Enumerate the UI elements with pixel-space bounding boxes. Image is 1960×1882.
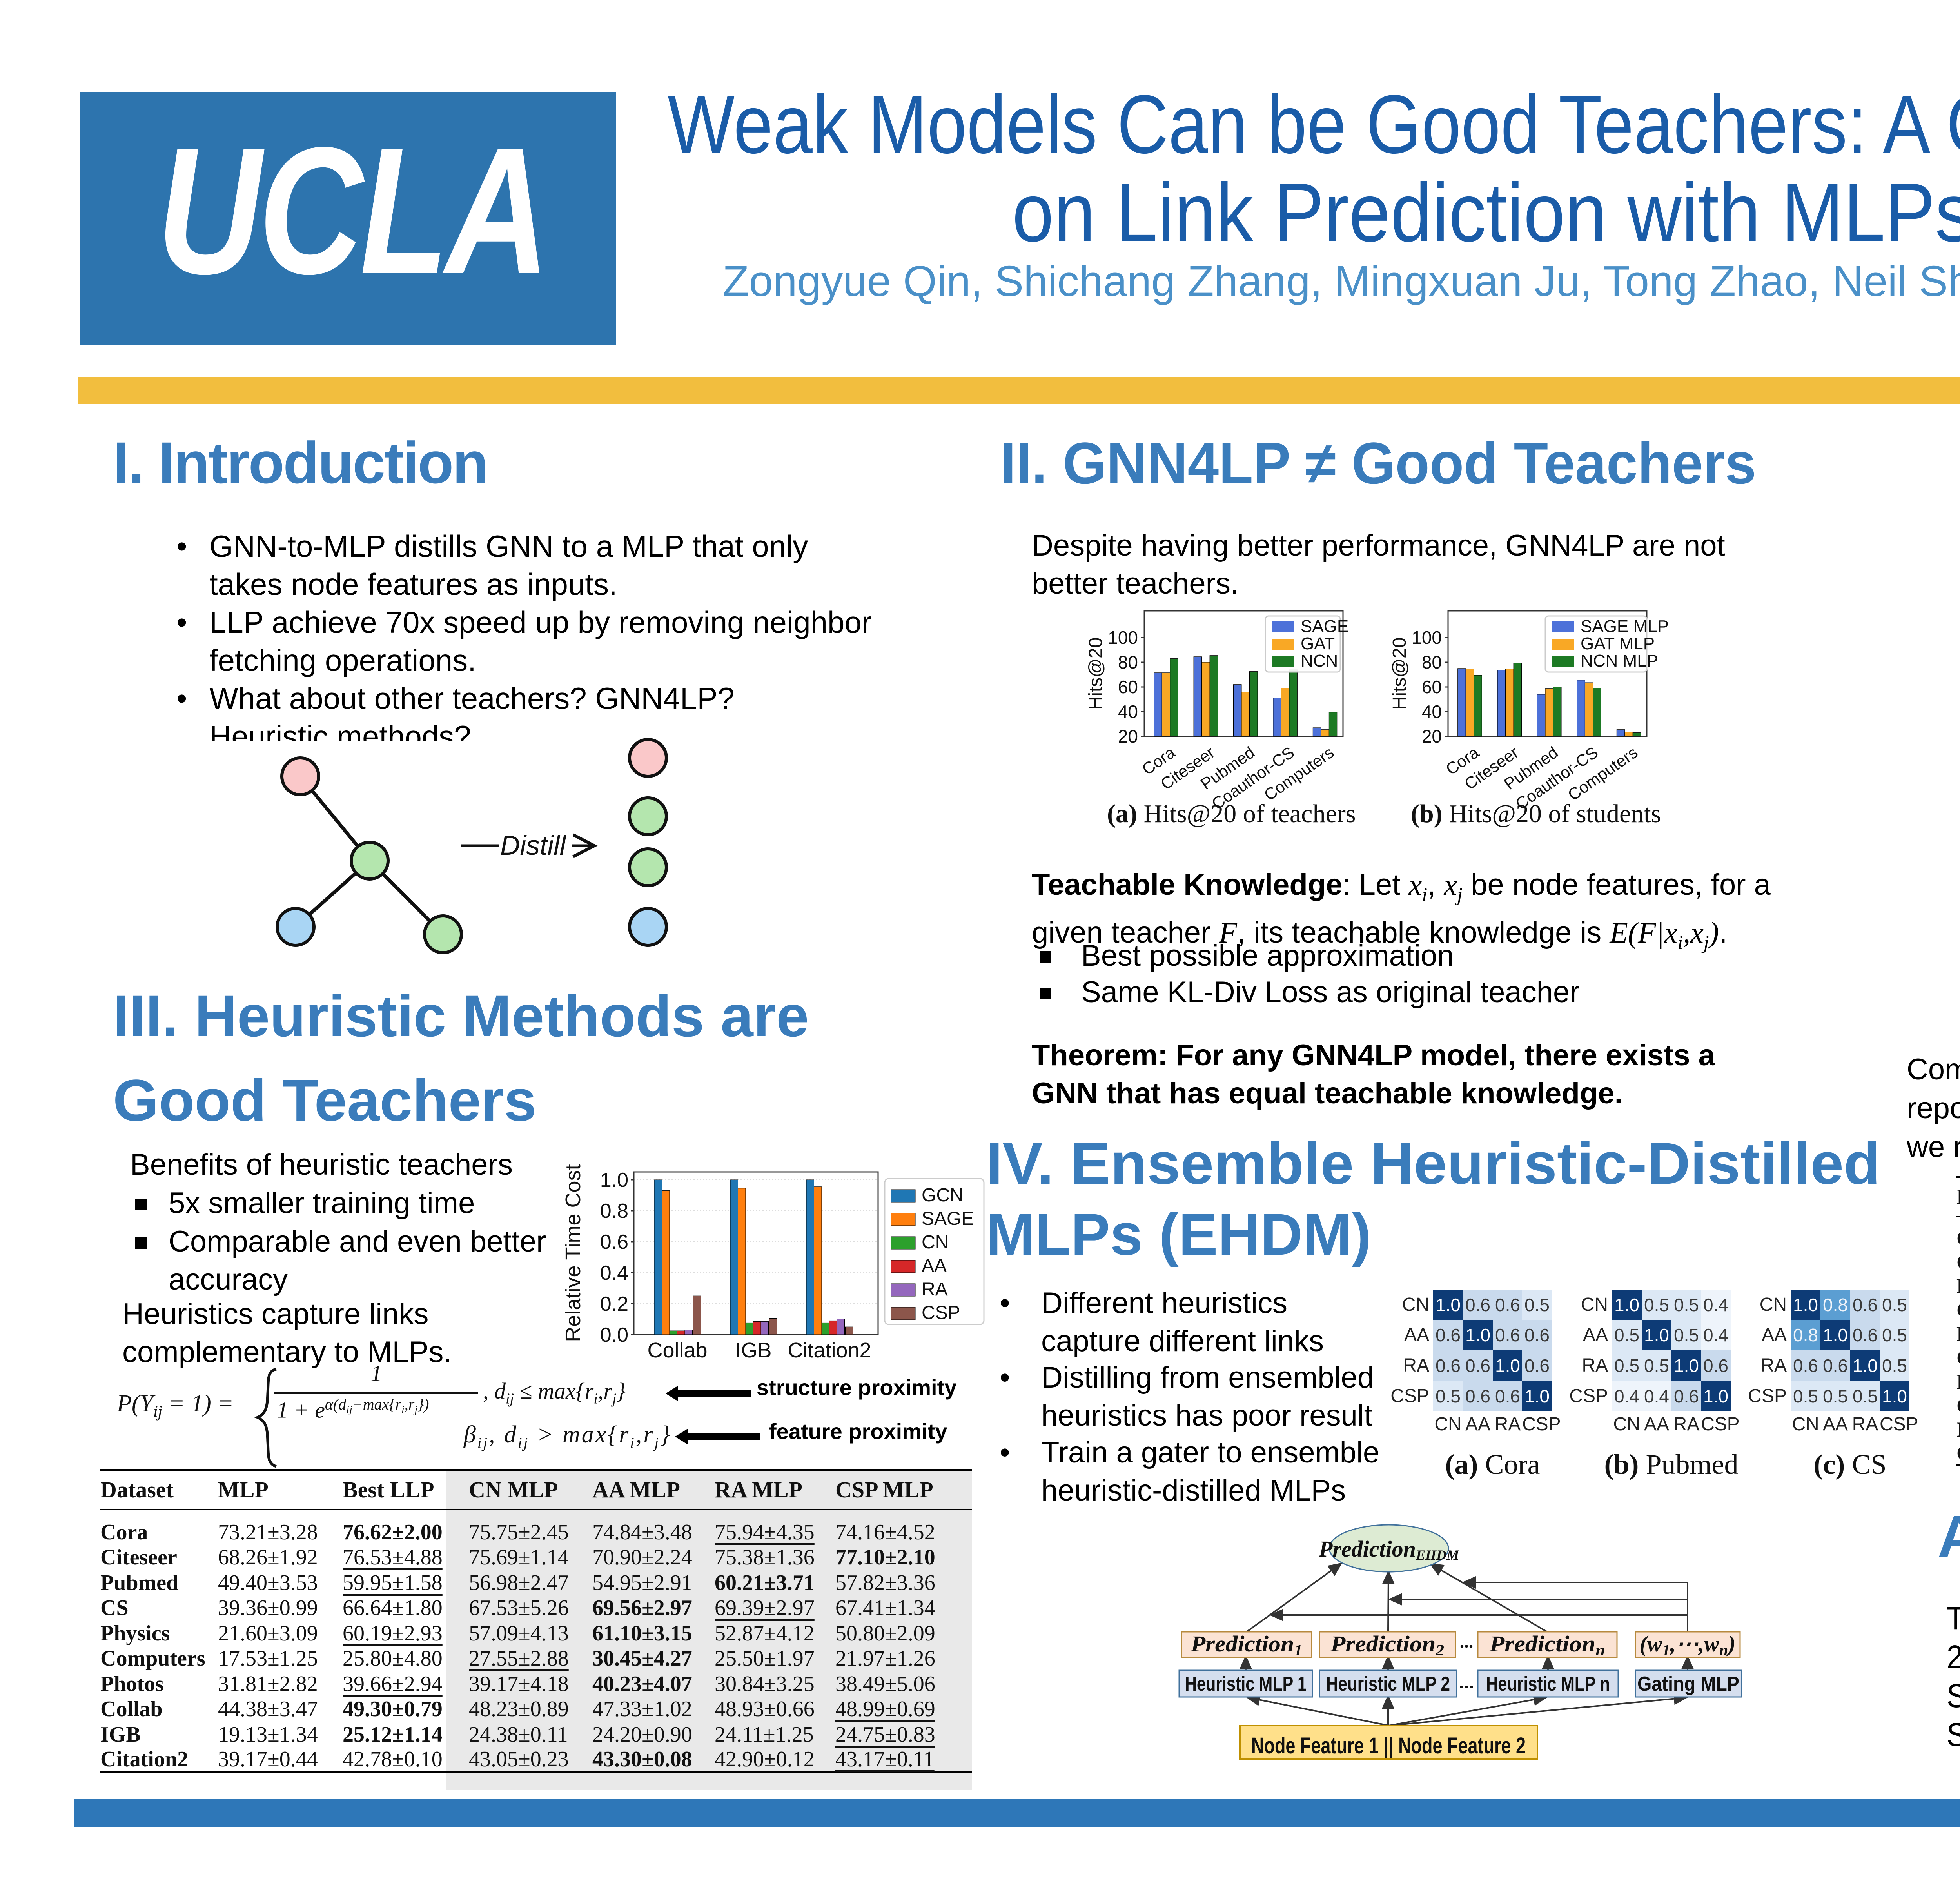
svg-text:0.2: 0.2 (600, 1293, 628, 1315)
svg-text:40: 40 (1422, 701, 1442, 722)
svg-text:...: ... (1459, 1672, 1474, 1692)
svg-text:0.0: 0.0 (600, 1324, 628, 1346)
svg-text:IGB: IGB (735, 1339, 771, 1362)
svg-text:Hits@20: Hits@20 (1085, 638, 1106, 710)
svg-text:SAGE: SAGE (922, 1208, 974, 1229)
svg-text:Heuristic MLP 2: Heuristic MLP 2 (1326, 1673, 1450, 1695)
svg-text:20: 20 (1422, 726, 1442, 747)
svg-text:40: 40 (1118, 701, 1138, 722)
svg-text:CN: CN (922, 1232, 949, 1253)
svg-text:0.4: 0.4 (600, 1262, 628, 1284)
svg-text:NCN MLP: NCN MLP (1581, 651, 1658, 670)
svg-text:1.0: 1.0 (600, 1169, 628, 1192)
svg-text:GCN: GCN (922, 1185, 964, 1206)
svg-text:60: 60 (1118, 677, 1138, 697)
svg-text:RA: RA (922, 1279, 948, 1300)
svg-text:Citation2: Citation2 (788, 1339, 871, 1362)
svg-text:GAT MLP: GAT MLP (1581, 634, 1655, 653)
svg-text:Heuristic MLP n: Heuristic MLP n (1486, 1673, 1610, 1695)
svg-text:SAGE: SAGE (1301, 617, 1348, 636)
svg-text:Relative Time Cost: Relative Time Cost (564, 1164, 585, 1342)
svg-text:...: ... (1460, 1631, 1474, 1651)
svg-text:Heuristic MLP 1: Heuristic MLP 1 (1185, 1673, 1307, 1695)
svg-text:Hits@20: Hits@20 (1389, 638, 1410, 710)
svg-text:80: 80 (1118, 652, 1138, 672)
svg-text:SAGE MLP: SAGE MLP (1581, 617, 1669, 636)
svg-text:80: 80 (1422, 652, 1442, 672)
svg-text:Node Feature 1 || Node Feature: Node Feature 1 || Node Feature 2 (1251, 1733, 1526, 1758)
svg-text:20: 20 (1118, 726, 1138, 747)
svg-text:(w1,⋯,wn): (w1,⋯,wn) (1640, 1631, 1736, 1659)
svg-text:Gating MLP: Gating MLP (1637, 1673, 1739, 1695)
svg-text:100: 100 (1108, 627, 1138, 648)
svg-text:100: 100 (1412, 627, 1442, 648)
svg-text:CSP: CSP (922, 1303, 960, 1323)
svg-text:GAT: GAT (1301, 634, 1335, 653)
svg-text:0.8: 0.8 (600, 1200, 628, 1223)
svg-text:60: 60 (1422, 677, 1442, 697)
svg-text:Distill: Distill (500, 830, 567, 861)
svg-text:NCN: NCN (1301, 651, 1338, 670)
svg-text:0.6: 0.6 (600, 1231, 628, 1253)
svg-text:Collab: Collab (647, 1339, 707, 1362)
svg-text:AA: AA (922, 1255, 947, 1276)
